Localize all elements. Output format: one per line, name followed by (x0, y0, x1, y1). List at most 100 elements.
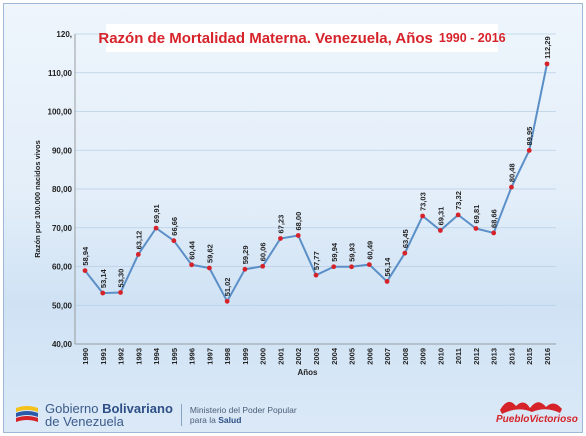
data-point (313, 272, 319, 278)
y-tick-label: 120, (56, 30, 72, 39)
x-tick-label: 1993 (134, 348, 143, 365)
x-tick-label: 1994 (152, 347, 161, 365)
data-label: 68,66 (490, 209, 499, 228)
data-point (153, 225, 159, 231)
x-tick-label: 1996 (188, 348, 197, 365)
data-label: 69,81 (472, 205, 481, 224)
data-point (455, 212, 461, 218)
pueblo-victorioso-brush-icon (500, 401, 562, 414)
venezuela-flag-icon (14, 404, 40, 426)
chart-title-box: Razón de Mortalidad Materna. Venezuela, … (98, 24, 506, 52)
pueblo-victorioso-logo: PuebloVictorioso (496, 394, 578, 430)
y-tick-label: 90,00 (52, 146, 73, 155)
x-axis-title: Años (298, 368, 319, 377)
gov-line1-a: Gobierno (45, 401, 103, 416)
data-label: 68,00 (294, 212, 303, 231)
y-axis-title: Razón por 100.000 nacidos vivos (33, 140, 42, 258)
x-tick-label: 2012 (472, 348, 481, 365)
y-tick-label: 40,00 (52, 340, 73, 349)
data-label: 59,62 (205, 244, 214, 263)
data-label: 53,14 (99, 268, 108, 288)
gov-line2: de Venezuela (45, 414, 124, 429)
x-tick-label: 2008 (401, 348, 410, 365)
x-tick-label: 1999 (241, 348, 250, 365)
x-tick-label: 1991 (99, 348, 108, 365)
x-tick-label: 2011 (454, 348, 463, 364)
data-point (295, 233, 301, 238)
x-tick-label: 2016 (543, 348, 552, 365)
data-label: 112,29 (543, 36, 552, 59)
chart-title: Razón de Mortalidad Materna. Venezuela, … (98, 29, 433, 47)
gov-text: Gobierno Bolivariano de Venezuela (45, 402, 173, 428)
y-tick-label: 60,00 (52, 263, 73, 272)
data-point (242, 266, 248, 272)
x-tick-label: 2013 (490, 348, 499, 365)
x-tick-label: 1998 (223, 348, 232, 365)
data-label: 53,30 (117, 269, 126, 288)
data-label: 63,12 (134, 231, 143, 250)
x-tick-label: 1992 (117, 348, 126, 365)
y-tick-label: 80,00 (52, 185, 73, 194)
x-tick-label: 2002 (294, 348, 303, 365)
data-point (473, 226, 479, 231)
data-point (224, 298, 230, 304)
data-label: 51,02 (223, 278, 232, 297)
data-point (82, 268, 88, 274)
data-point (526, 148, 532, 153)
data-point (260, 263, 266, 269)
x-tick-label: 2007 (383, 348, 392, 365)
data-label: 73,03 (419, 192, 428, 211)
data-label: 59,93 (348, 243, 357, 262)
data-point (331, 264, 337, 270)
x-tick-label: 2010 (436, 348, 445, 365)
x-tick-label: 2006 (365, 348, 374, 365)
ministry-line2-a: para la (189, 415, 219, 425)
data-label: 67,23 (276, 215, 285, 234)
y-tick-label: 70,00 (52, 224, 73, 233)
data-label: 66,66 (170, 217, 179, 236)
data-label: 80,48 (507, 163, 516, 182)
data-point (366, 262, 372, 268)
x-tick-label: 2015 (525, 348, 534, 365)
data-label: 57,77 (312, 251, 321, 270)
ministry-text: Ministerio del Poder Popular para la Sal… (190, 405, 297, 425)
x-tick-label: 2001 (276, 348, 285, 365)
data-point (206, 265, 212, 271)
data-label: 59,29 (241, 245, 250, 264)
data-label: 89,95 (525, 127, 534, 146)
y-tick-label: 110,00 (48, 69, 73, 78)
y-tick-label: 50,00 (52, 301, 73, 310)
data-point (118, 290, 123, 295)
x-tick-label: 2003 (312, 348, 321, 365)
data-point (384, 279, 390, 284)
data-point (278, 236, 283, 241)
y-tick-label: 100,00 (48, 108, 73, 117)
data-point (349, 264, 354, 270)
data-label: 59,94 (330, 242, 339, 262)
x-tick-label: 1990 (81, 348, 90, 365)
x-tick-label: 1997 (205, 348, 214, 365)
data-label: 60,06 (259, 242, 268, 261)
data-point (544, 61, 550, 67)
data-point (100, 290, 106, 296)
data-point (491, 230, 497, 236)
line-chart: 40,00 50,00 60,00 70,00 80,00 90,00 100,00 110,… (33, 30, 556, 377)
data-label: 69,31 (436, 207, 445, 226)
pueblo-victorioso-text: PuebloVictorioso (496, 414, 578, 425)
data-label: 60,49 (365, 241, 374, 260)
x-tick-label: 2005 (348, 348, 357, 365)
data-point (135, 252, 141, 257)
ministry-line1: Ministerio del Poder Popular (189, 405, 297, 415)
footer-divider (180, 404, 182, 426)
gov-line1-b: Bolivariano (102, 401, 173, 416)
data-point (171, 238, 177, 244)
ministry-line2-b: Salud (218, 415, 242, 425)
data-point (509, 184, 514, 190)
x-tick-label: 2014 (507, 347, 516, 365)
x-tick-label: 2000 (259, 348, 268, 365)
data-point (420, 213, 426, 219)
data-label: 58,94 (81, 246, 90, 266)
data-label: 73,32 (454, 191, 463, 210)
x-tick-label: 2004 (330, 347, 339, 365)
gobierno-bolivariano-logo: Gobierno Bolivariano de Venezuela Minist… (14, 402, 297, 428)
